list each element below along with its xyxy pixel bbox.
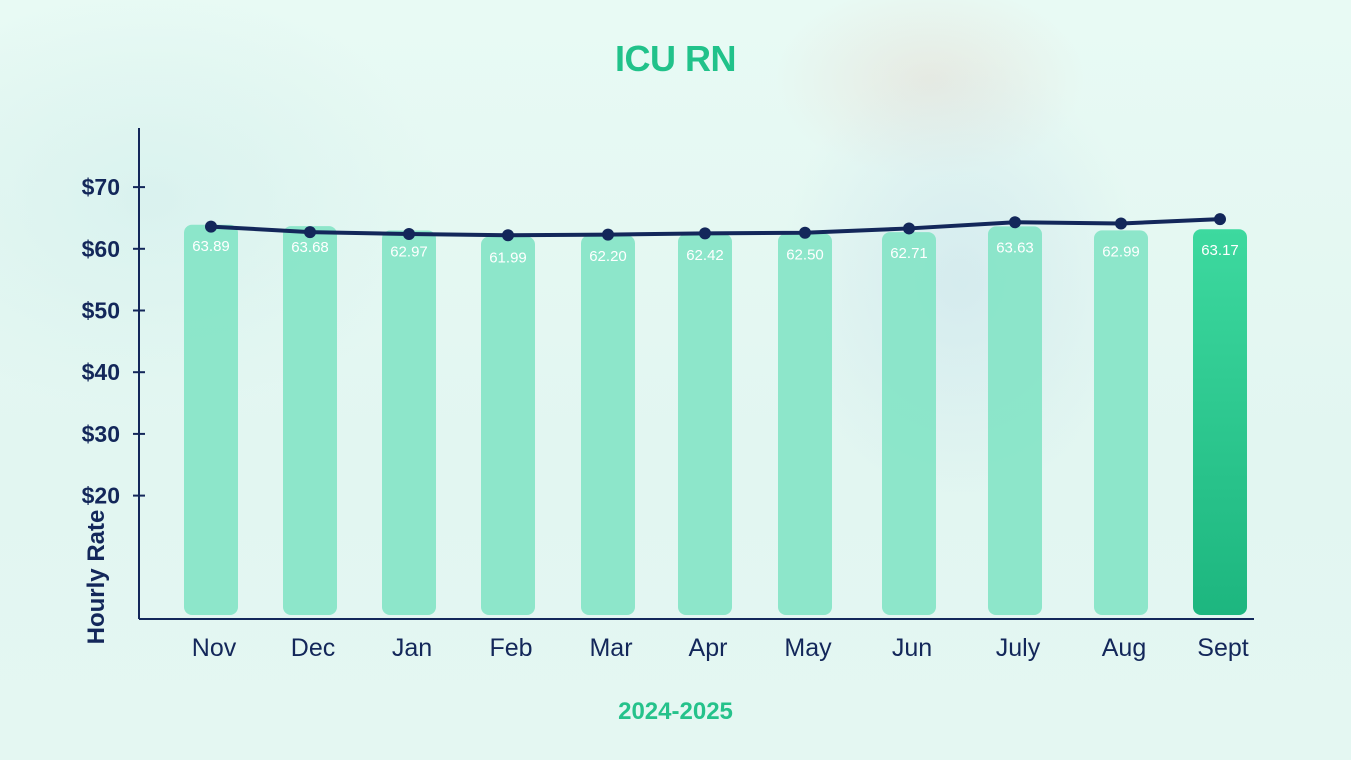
y-tick-label: $20	[82, 483, 120, 509]
trend-point-jan	[403, 227, 415, 240]
bars-layer	[184, 224, 1247, 616]
data-label-apr: 62.42	[686, 247, 724, 264]
trend-point-aug	[1115, 217, 1127, 230]
data-label-sept: 63.17	[1201, 242, 1239, 259]
data-label-jan: 62.97	[390, 243, 428, 260]
x-tick-label: Apr	[689, 634, 728, 662]
x-tick-label: Nov	[192, 634, 237, 662]
bar-sept	[1193, 229, 1247, 616]
trend-line	[209, 217, 1222, 238]
trend-point-feb	[502, 229, 514, 242]
y-tick-label: $70	[82, 174, 120, 200]
data-label-mar: 62.20	[589, 248, 627, 265]
chart-title: ICU RN	[615, 38, 737, 79]
trend-line-layer	[205, 213, 1226, 242]
data-label-july: 63.63	[996, 239, 1034, 256]
data-label-nov: 63.89	[192, 238, 230, 255]
x-tick-label: Feb	[489, 634, 532, 662]
trend-point-may	[799, 226, 811, 239]
trend-point-sept	[1214, 213, 1226, 226]
x-tick-label: July	[996, 634, 1041, 662]
axes-layer: $20 $30 $40 $50 $60 $70 Nov Dec Jan Feb Mar Apr May J…	[82, 128, 1254, 662]
y-tick-label: $30	[82, 421, 120, 447]
data-label-may: 62.50	[786, 246, 824, 263]
y-tick-label: $60	[82, 236, 120, 262]
x-tick-label: Aug	[1102, 634, 1146, 662]
x-tick-label: Mar	[589, 634, 632, 662]
y-tick-label: $50	[82, 298, 120, 324]
x-axis-label: 2024-2025	[618, 698, 733, 725]
bar-mar	[581, 235, 635, 615]
trend-point-apr	[699, 227, 711, 240]
data-label-dec: 63.68	[291, 239, 329, 256]
bar-dec	[283, 226, 337, 615]
x-tick-label: Sept	[1197, 634, 1248, 662]
trend-point-dec	[304, 226, 316, 239]
data-labels-layer: 63.89 63.68 62.97 61.99 62.20 62.42 62.50 62.71…	[192, 238, 1239, 267]
bar-jan	[382, 230, 436, 615]
bar-nov	[184, 224, 238, 615]
data-label-aug: 62.99	[1102, 243, 1140, 260]
trend-point-nov	[205, 220, 217, 233]
bar-aug	[1094, 230, 1148, 616]
x-tick-label: Dec	[291, 634, 335, 662]
bar-may	[778, 233, 832, 615]
trend-point-jun	[903, 222, 915, 235]
x-tick-label: Jun	[892, 634, 932, 662]
bar-apr	[678, 233, 732, 616]
data-label-feb: 61.99	[489, 250, 527, 267]
bar-jun	[882, 232, 936, 616]
x-tick-label: Jan	[392, 634, 432, 662]
trend-point-july	[1009, 216, 1021, 229]
trend-point-mar	[602, 228, 614, 241]
bar-feb	[481, 236, 535, 615]
y-tick-label: $40	[82, 359, 120, 385]
data-label-jun: 62.71	[890, 245, 928, 262]
bar-july	[988, 226, 1042, 615]
x-tick-label: May	[784, 634, 832, 662]
